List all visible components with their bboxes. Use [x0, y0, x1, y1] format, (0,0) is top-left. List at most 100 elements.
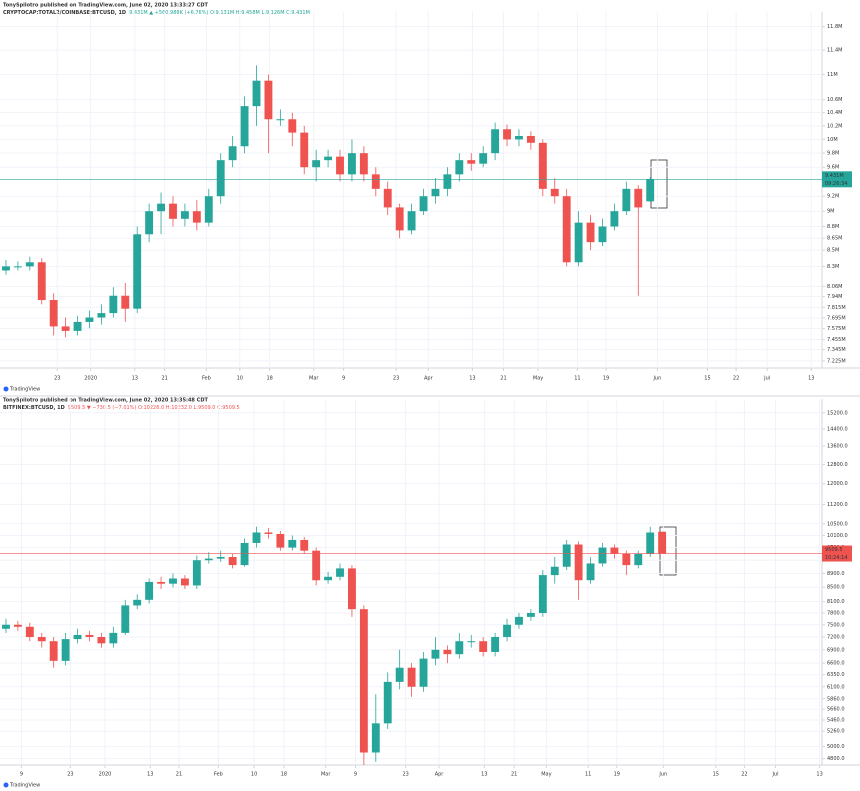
candle-body [538, 142, 547, 189]
brand-logo [3, 782, 9, 788]
candle-body [503, 624, 511, 638]
candle-body [443, 649, 452, 655]
candle-body [371, 723, 380, 753]
candle-body [419, 196, 428, 212]
candle-body [515, 135, 523, 140]
candle-body [455, 641, 464, 655]
x-tick-label: 19 [603, 376, 609, 382]
candle-body [419, 658, 428, 687]
y-tick-label: 10100.0 [827, 533, 848, 539]
y-tick-label: 9.8M [827, 151, 839, 157]
y-tick-label: 7.94M [827, 294, 842, 300]
candle-body [13, 266, 22, 268]
price-tag: 9.431M [825, 173, 844, 179]
candle-body [192, 560, 201, 586]
candle-body [49, 300, 58, 327]
x-tick-label: Jun [658, 772, 667, 778]
candle-body [598, 226, 607, 243]
candle-body [562, 544, 571, 567]
candle-body [157, 581, 165, 584]
candle-body [586, 563, 595, 581]
y-tick-label: 5000.0 [827, 744, 845, 750]
y-tick-label: 11200.0 [827, 502, 848, 508]
x-tick-label: May [541, 772, 551, 778]
y-tick-label: 7.575M [827, 326, 846, 332]
candle-body [348, 568, 356, 610]
x-tick-label: 9 [342, 376, 345, 382]
candle-body [312, 550, 321, 581]
candle-body [252, 532, 261, 543]
y-tick-label: 7.345M [827, 347, 846, 353]
x-tick-label: Apr [424, 376, 434, 382]
candle-body [228, 146, 237, 161]
y-tick-label: 12800.0 [827, 462, 848, 468]
candle-body [180, 211, 189, 219]
candle-body [216, 557, 225, 559]
candle-body [121, 605, 130, 633]
y-tick-label: 11M [827, 72, 838, 78]
y-tick-label: 5860.0 [827, 696, 845, 702]
candle-body [240, 106, 249, 147]
candle-body [2, 624, 10, 629]
candle-body [157, 203, 165, 212]
candle-body [264, 532, 273, 534]
candle-body [312, 160, 321, 168]
candle-body [550, 188, 559, 197]
x-tick-label: 13 [132, 376, 138, 382]
x-tick-label: 11 [585, 772, 591, 778]
price-tag-box [822, 545, 852, 562]
candle-body [586, 222, 595, 243]
candle-body [85, 634, 94, 638]
y-tick-label: 6900.0 [827, 647, 845, 653]
candle-body [383, 188, 392, 208]
candle-body [133, 599, 142, 606]
y-tick-label: 14400.0 [827, 427, 848, 433]
candle-body [407, 667, 416, 687]
candle-body [467, 160, 476, 164]
candle-body [574, 544, 583, 581]
y-tick-label: 6100.0 [827, 684, 845, 690]
candle-body [622, 553, 631, 566]
candle-body [383, 681, 392, 724]
candle-body [73, 634, 82, 640]
x-tick-label: 13 [808, 376, 814, 382]
x-tick-label: Jul [763, 376, 770, 382]
x-tick-label: 9 [20, 772, 23, 778]
y-tick-label: 7800.0 [827, 610, 845, 616]
x-tick-label: 22 [741, 772, 747, 778]
candle-body [2, 266, 10, 271]
candle-body [145, 581, 154, 600]
candle-body [336, 568, 344, 577]
x-tick-label: 13 [147, 772, 153, 778]
candle-body [526, 135, 535, 143]
candle-body [550, 566, 559, 576]
candle-body [145, 211, 154, 235]
y-tick-label: 7.225M [827, 358, 846, 364]
candle-body [634, 553, 643, 566]
x-tick-label: 2020 [99, 772, 112, 778]
candle-body [395, 207, 404, 231]
candle-body [371, 174, 380, 189]
symbol: CRYPTOCAP:TOTAL2/COINBASE:BTCUSD, 1D [3, 10, 126, 16]
candle-body [25, 626, 34, 638]
x-tick-label: Jun [652, 376, 661, 382]
y-tick-label: 8.65M [827, 236, 842, 242]
y-tick-label: 10M [827, 137, 838, 143]
candle-body [204, 196, 213, 223]
candle-body [228, 557, 237, 566]
x-tick-label: 23 [393, 376, 399, 382]
candle-body [288, 539, 297, 548]
candle-body [479, 153, 488, 164]
candle-body [97, 637, 106, 644]
y-tick-label: 8900.0 [827, 571, 845, 577]
y-tick-label: 9.2M [827, 194, 839, 200]
y-tick-label: 5460.0 [827, 718, 845, 724]
y-tick-label: 7.695M [827, 315, 846, 321]
y-tick-label: 11.4M [827, 48, 842, 54]
x-tick-label: 13 [481, 772, 487, 778]
y-tick-label: 10.2M [827, 123, 842, 129]
x-tick-label: 13 [469, 376, 475, 382]
x-tick-label: Feb [214, 772, 223, 778]
candle-body [192, 211, 201, 223]
price-tag-box [822, 171, 852, 188]
